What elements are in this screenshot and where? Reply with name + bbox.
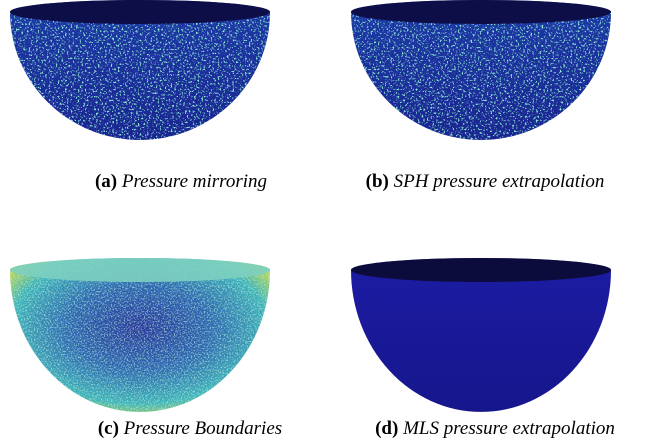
caption: (a) Pressure mirroring <box>95 171 267 192</box>
caption: (d) MLS pressure extrapolation <box>375 418 615 439</box>
hemisphere-d <box>351 258 611 412</box>
hemisphere-b <box>351 0 611 140</box>
caption-text: SPH pressure extrapolation <box>394 171 605 192</box>
figure: (a) Pressure mirroring (b) SPH pressure … <box>0 0 654 444</box>
caption-label: (a) <box>95 171 117 192</box>
caption-label: (d) <box>375 418 398 439</box>
caption-text: Pressure Boundaries <box>123 418 283 439</box>
caption-label: (c) <box>98 418 119 439</box>
caption-text: Pressure mirroring <box>121 171 267 192</box>
caption-label: (b) <box>366 171 389 192</box>
caption: (b) SPH pressure extrapolation <box>366 171 605 192</box>
page: (a) Pressure mirroring (b) SPH pressure … <box>0 0 654 444</box>
caption: (c) Pressure Boundaries <box>98 418 282 439</box>
caption-text: MLS pressure extrapolation <box>402 418 615 439</box>
hemisphere-a <box>10 0 270 140</box>
hemisphere-c <box>10 258 270 413</box>
